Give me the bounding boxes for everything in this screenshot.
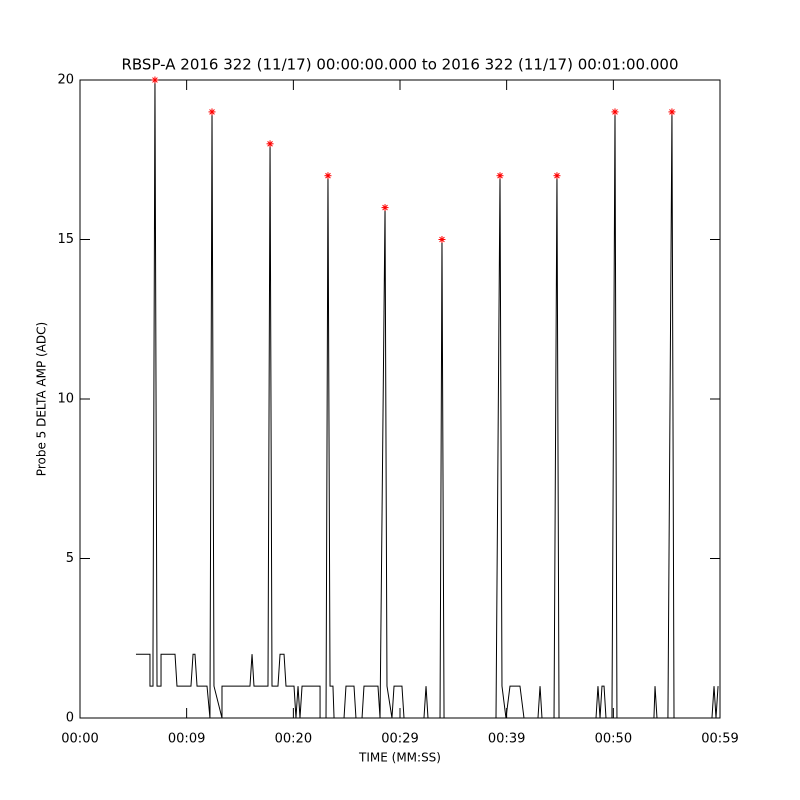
peak-marker [611,108,619,116]
marker-stroke [152,77,158,83]
marker-stroke [497,172,503,179]
y-tick-label: 20 [57,73,74,88]
marker-stroke [267,140,273,147]
y-tick-label: 5 [66,551,74,566]
marker-stroke [382,204,388,211]
peak-marker [151,76,159,84]
peak-marker [668,108,676,116]
marker-stroke [439,236,445,243]
x-tick-label: 00:20 [275,732,312,747]
peak-marker [438,236,446,243]
marker-stroke [325,172,331,179]
marker-stroke [209,109,215,115]
x-tick-label: 00:00 [61,732,98,747]
x-axis-label: TIME (MM:SS) [358,751,441,765]
y-tick-label: 0 [66,711,74,726]
x-tick-label: 00:39 [488,732,525,747]
x-tick-label: 00:59 [701,732,738,747]
x-tick-label: 00:09 [168,732,205,747]
peak-marker [496,172,504,180]
trace [135,79,719,719]
y-tick-label: 15 [57,232,74,247]
chart-title: RBSP-A 2016 322 (11/17) 00:00:00.000 to … [121,56,678,74]
peak-marker [324,172,332,180]
peak-marker [553,172,561,180]
peak-marker [266,140,274,148]
peak-marker [381,204,389,212]
y-axis-label: Probe 5 DELTA AMP (ADC) [35,322,49,476]
marker-stroke [554,172,560,179]
y-tick-label: 10 [57,392,74,407]
marker-stroke [612,109,618,115]
marker-stroke [669,109,675,115]
peak-marker [208,108,216,116]
x-tick-label: 00:50 [595,732,632,747]
x-tick-label: 00:29 [381,732,418,747]
